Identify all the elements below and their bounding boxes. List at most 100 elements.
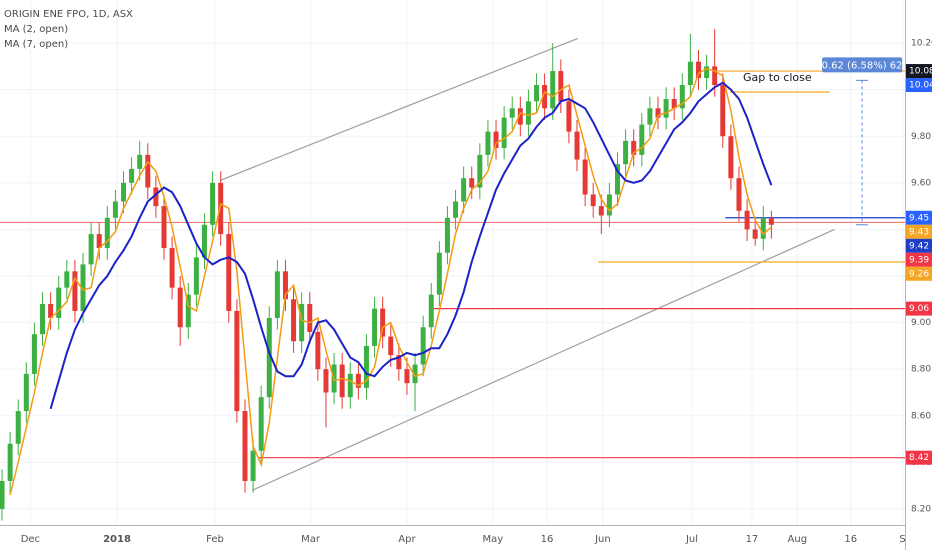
- legend-entry: MA (2, open): [4, 24, 68, 35]
- candle-body: [380, 308, 386, 337]
- candle-body: [428, 294, 434, 328]
- candle-body: [193, 257, 199, 295]
- price-tag-label: 9.43: [909, 227, 929, 237]
- candle-body: [631, 140, 637, 155]
- candle-body: [112, 201, 118, 218]
- candle-body: [501, 117, 507, 148]
- candle-body: [695, 61, 701, 79]
- candle-body: [752, 229, 758, 239]
- candle-body: [64, 271, 70, 288]
- candle-body: [218, 182, 224, 235]
- candle-body: [0, 480, 5, 509]
- candle-body: [121, 182, 127, 202]
- candle-body: [663, 98, 669, 118]
- x-tick-label: 2018: [103, 534, 131, 545]
- candle-body: [615, 164, 621, 195]
- candle-body: [623, 140, 629, 165]
- candle-body: [639, 124, 645, 155]
- candle-body: [712, 66, 718, 86]
- candle-body: [210, 182, 216, 225]
- candle-body: [404, 369, 410, 384]
- candle-body: [655, 108, 661, 118]
- price-tag: [906, 301, 932, 316]
- candle-body: [372, 308, 378, 346]
- price-tag: [906, 252, 932, 267]
- candle-body: [590, 194, 596, 207]
- candle-body: [129, 168, 135, 183]
- candle-body: [469, 178, 475, 188]
- candle-body: [679, 85, 685, 109]
- candle-body: [315, 331, 321, 370]
- candle-body: [436, 252, 442, 295]
- candle-body: [250, 450, 256, 481]
- candle-body: [760, 217, 766, 239]
- candle-body: [161, 206, 167, 249]
- candle-body: [88, 234, 94, 265]
- price-tag-label: 9.39: [909, 255, 929, 265]
- price-tag-label: 10.08: [909, 67, 932, 77]
- legend-entry: MA (7, open): [4, 39, 68, 50]
- axes: 8.208.408.608.809.009.209.409.609.8010.0…: [21, 39, 932, 545]
- candle-body: [226, 234, 232, 311]
- candle-body: [671, 98, 677, 109]
- price-tag-label: 9.45: [909, 213, 929, 223]
- candle-body: [96, 234, 102, 249]
- ma-line: [49, 81, 773, 410]
- candle-body: [582, 159, 588, 195]
- x-tick-label: 16: [844, 534, 857, 545]
- candle-body: [258, 397, 264, 451]
- y-tick-label: 9.00: [911, 318, 931, 328]
- candle-body: [282, 271, 288, 300]
- candle-body: [299, 303, 305, 342]
- candle-body: [420, 327, 426, 365]
- candle-body: [72, 271, 78, 311]
- candle-body: [566, 101, 572, 132]
- candle-body: [234, 310, 240, 412]
- price-tag: [906, 266, 932, 281]
- price-tag: [906, 450, 932, 465]
- measure-label-box: [822, 57, 903, 73]
- candle-body: [744, 210, 750, 230]
- price-tag-label: 9.26: [909, 269, 929, 279]
- candle-body: [720, 85, 726, 137]
- x-tick-label: Mar: [301, 534, 321, 545]
- candle-body: [137, 154, 143, 169]
- annotation: Gap to close: [743, 71, 812, 84]
- y-tick-label: 8.20: [911, 504, 931, 514]
- candle-body: [550, 71, 556, 109]
- price-tag: [906, 210, 932, 225]
- candle-body: [347, 373, 353, 398]
- candle-body: [461, 178, 467, 202]
- candle-body: [574, 131, 580, 160]
- x-tick-label: Feb: [206, 534, 224, 545]
- x-tick-label: Dec: [21, 534, 40, 545]
- candle-body: [388, 336, 394, 356]
- price-tag: [906, 238, 932, 253]
- y-tick-label: 8.80: [911, 365, 931, 375]
- candle-body: [145, 154, 151, 188]
- candle-body: [80, 264, 86, 311]
- candle-body: [606, 194, 612, 216]
- candle-body: [687, 61, 693, 86]
- candle-body: [185, 294, 191, 328]
- candle-body: [201, 224, 207, 258]
- candle-body: [768, 217, 774, 225]
- candle-body: [7, 443, 13, 481]
- candle-body: [598, 206, 604, 216]
- candle-body: [647, 108, 653, 125]
- candle-body: [534, 85, 540, 102]
- chart-title: ORIGIN ENE FPO, 1D, ASX: [4, 9, 133, 20]
- x-tick-label: Apr: [398, 534, 416, 545]
- candle-body: [153, 187, 159, 207]
- price-tag: [906, 64, 932, 79]
- ma-line: [9, 67, 772, 496]
- candle-body: [542, 85, 548, 109]
- candle-body: [48, 303, 54, 318]
- candle-body: [412, 364, 418, 384]
- measure-label: 0.62 (6.58%) 62: [822, 60, 903, 71]
- x-tick-label: 16: [541, 534, 554, 545]
- candle-body: [509, 108, 515, 118]
- candle-body: [493, 131, 499, 148]
- x-tick-label: Jun: [594, 534, 611, 545]
